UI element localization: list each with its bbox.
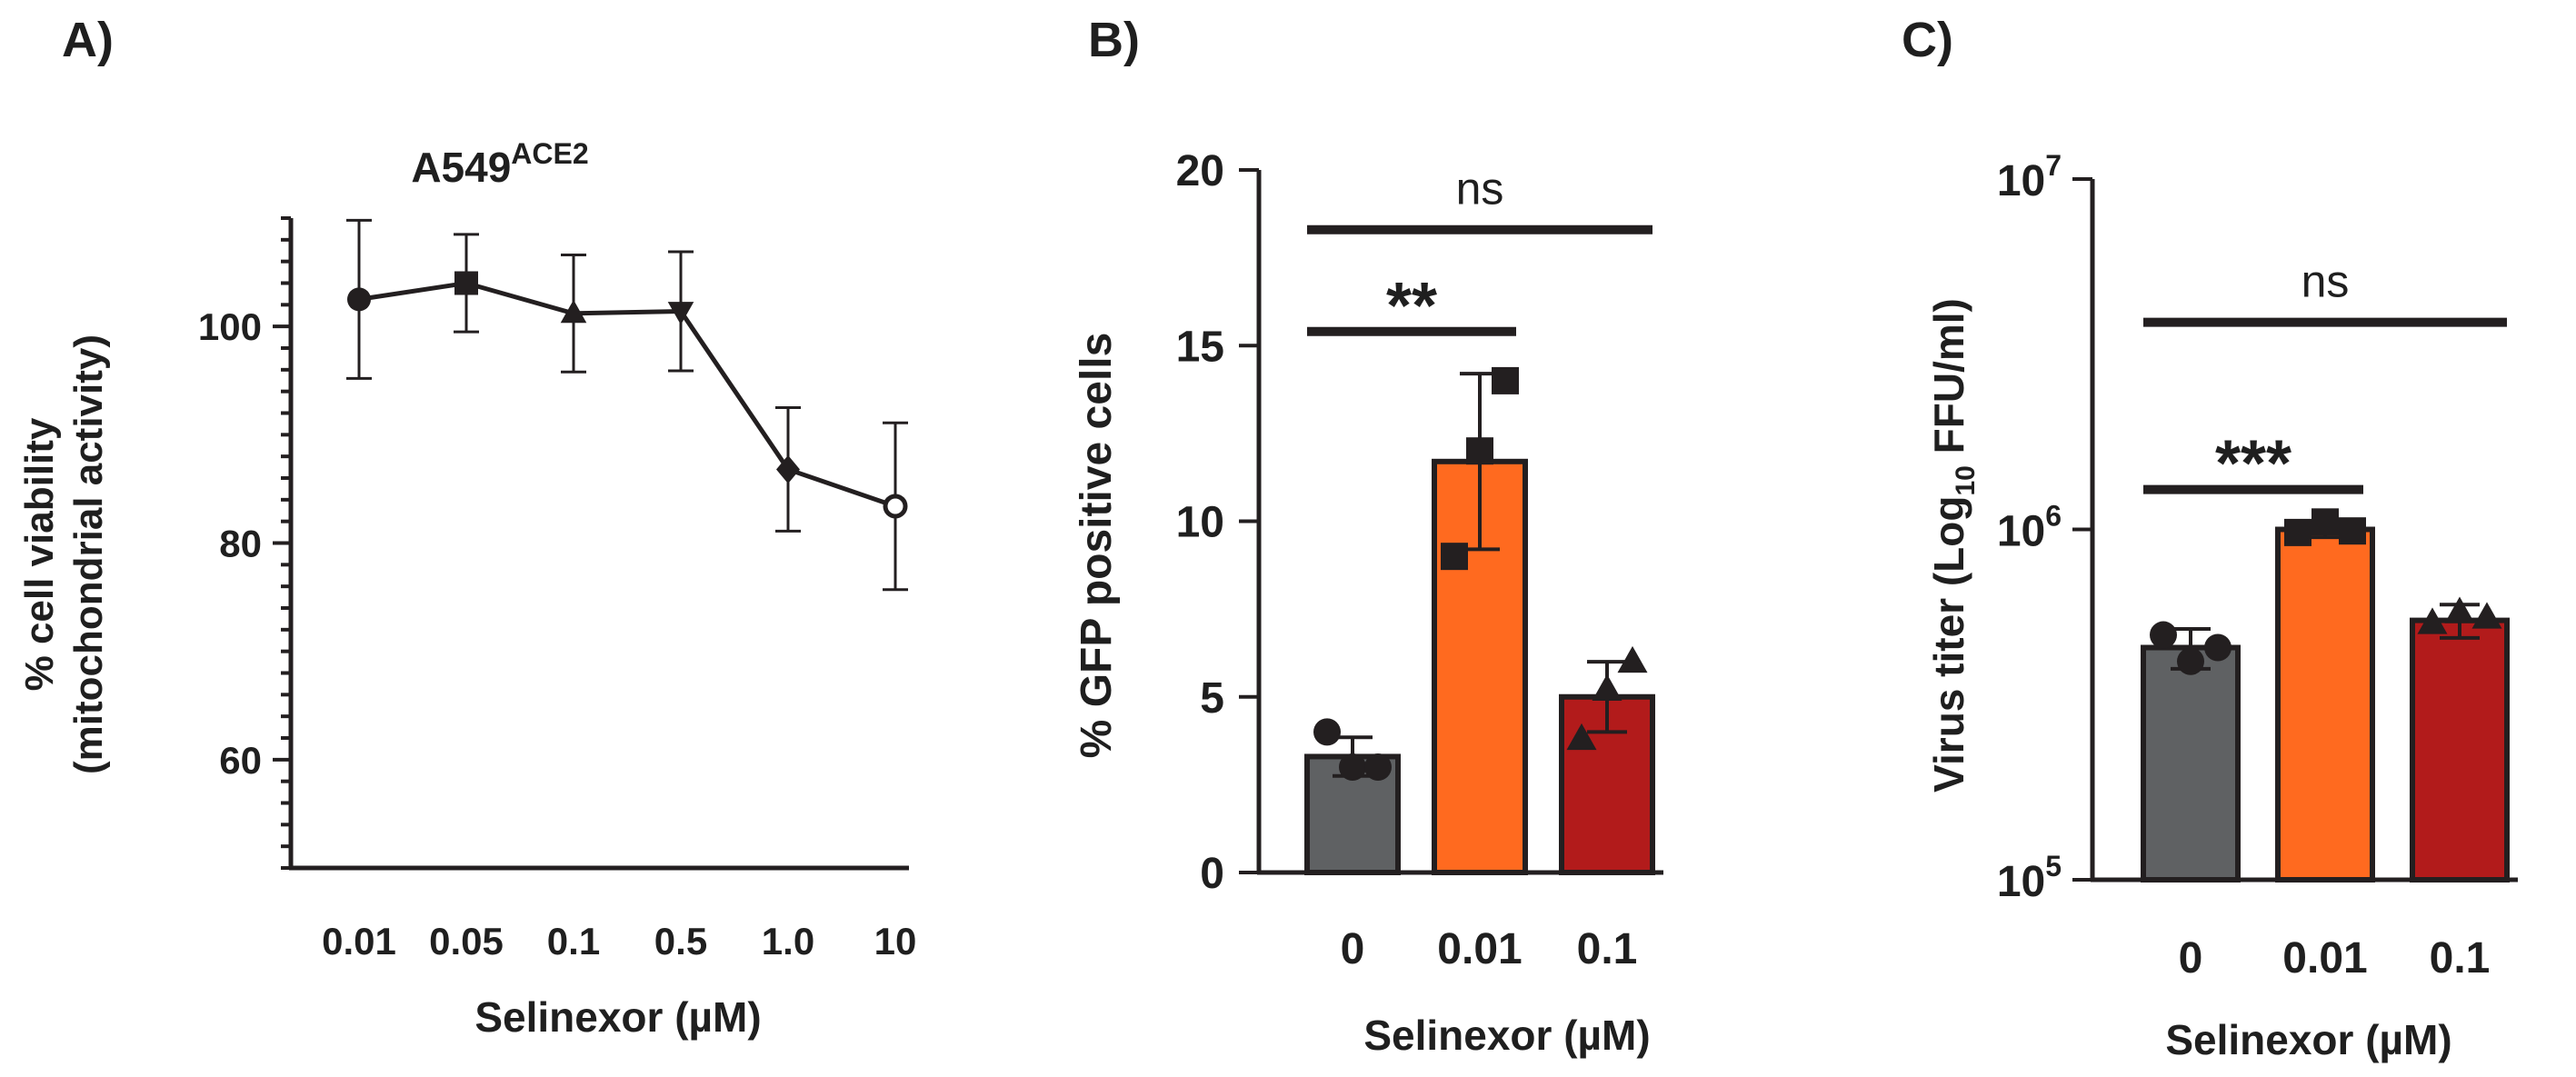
chart-a-point [560, 299, 587, 324]
chart-b-replicate-point [1339, 753, 1366, 782]
chart-c-bar [2410, 617, 2510, 883]
chart-b-y-tick-label: 20 [1176, 147, 1224, 195]
chart-a-point [454, 271, 478, 295]
chart-c-ylabel-sub: 10 [1951, 465, 1981, 495]
chart-a: 60 80 100 0.01 0.05 0.1 0.5 1.0 10 [198, 216, 917, 962]
chart-b-y-tick-label: 5 [1200, 674, 1224, 723]
chart-c-ylabel: Virus titer (Log10 FFU/ml) [1925, 298, 1981, 793]
chart-a-point [347, 287, 371, 312]
chart-a-series-line [358, 280, 896, 509]
chart-c-bar [2275, 526, 2375, 883]
chart-b-significance-label: ns [1456, 164, 1504, 214]
chart-b-replicate-point [1617, 645, 1648, 673]
chart-c-x-tick-label: 0.01 [2282, 934, 2367, 982]
chart-a-ylabel-line1: % cell viability [17, 417, 62, 691]
chart-c-y-tick-exponent: 6 [2045, 500, 2062, 533]
chart-b: 0 5 10 15 20 0 0.01 0.1 ** ns [1176, 147, 1663, 973]
chart-a-point [776, 454, 800, 484]
chart-b-replicate-point [1364, 753, 1392, 782]
chart-b-replicate-point [1566, 723, 1597, 751]
chart-b-x-tick-label: 0 [1341, 925, 1365, 973]
chart-a-x-tick-label: 1.0 [762, 920, 814, 962]
chart-c-significance-label: *** [2215, 428, 2291, 501]
chart-c-ylabel-post: FFU/ml) [1925, 298, 1972, 465]
chart-a-title-sup: ACE2 [511, 137, 588, 170]
chart-c-y-tick-base: 10 [1997, 508, 2045, 556]
chart-c-y-tick-exponent: 7 [2045, 149, 2062, 182]
chart-c-replicate-point [2471, 602, 2502, 629]
chart-c-replicate-point [2444, 596, 2475, 623]
chart-a-y-tick-label: 100 [198, 305, 262, 348]
chart-c-y-tick-label: 107 [1997, 149, 2062, 205]
chart-a-ylabel-line2: (mitochondrial activity) [66, 334, 111, 774]
chart-c-x-tick-label: 0 [2179, 934, 2203, 982]
chart-b-replicate-point [1492, 366, 1519, 394]
chart-b-y-tick-label: 15 [1176, 323, 1224, 371]
panel-label-b: B) [1088, 13, 1140, 67]
chart-c-y-tick-label: 106 [1997, 500, 2062, 556]
chart-a-x-tick-label: 10 [874, 920, 917, 962]
chart-a-xlabel: Selinexor (µM) [474, 993, 761, 1041]
chart-b-replicate-point [1441, 543, 1468, 571]
chart-c-replicate-point [2284, 518, 2311, 546]
chart-c-x-tick-label: 0.1 [2430, 934, 2491, 982]
chart-c-replicate-point [2417, 607, 2448, 634]
chart-b-xlabel: Selinexor (µM) [1363, 1012, 1650, 1059]
chart-a-title-main: A549 [411, 144, 511, 191]
chart-c-replicate-point [2177, 647, 2204, 675]
chart-c-significance-label: ns [2301, 256, 2350, 307]
chart-c-y-tick-base: 10 [1997, 858, 2045, 906]
panel-label-a: A) [62, 13, 114, 67]
chart-c-replicate-point [2339, 517, 2366, 545]
chart-c-y-tick-exponent: 5 [2045, 850, 2062, 883]
chart-b-y-tick-label: 0 [1200, 850, 1224, 898]
chart-c-bar [2141, 644, 2241, 883]
chart-c-replicate-point [2204, 633, 2232, 662]
chart-c-replicate-point [2311, 508, 2339, 536]
chart-b-ylabel: % GFP positive cells [1073, 333, 1121, 759]
chart-a-x-tick-label: 0.01 [322, 920, 396, 962]
chart-a-x-tick-label: 0.1 [547, 920, 600, 962]
chart-b-y-tick-label: 10 [1176, 499, 1224, 547]
chart-b-replicate-point [1313, 718, 1341, 746]
chart-c-y-tick-base: 10 [1997, 157, 2045, 205]
chart-c-xlabel: Selinexor (µM) [2165, 1016, 2451, 1063]
chart-a-y-tick-label: 80 [219, 523, 262, 565]
chart-b-significance-label: ** [1386, 270, 1437, 343]
chart-a-point [667, 302, 694, 325]
chart-b-x-tick-label: 0.01 [1437, 925, 1522, 973]
chart-a-x-tick-label: 0.05 [429, 920, 504, 962]
panel-label-c: C) [1902, 13, 1953, 67]
chart-c-replicate-point [2150, 621, 2177, 649]
chart-b-replicate-point [1592, 673, 1622, 702]
chart-c-ylabel-pre: Virus titer (Log [1925, 496, 1972, 793]
chart-b-x-tick-label: 0.1 [1577, 925, 1638, 973]
chart-b-replicate-point [1466, 437, 1493, 465]
chart-c-y-tick-label: 105 [1997, 850, 2062, 906]
chart-a-x-tick-label: 0.5 [654, 920, 707, 962]
chart-a-point [883, 494, 908, 519]
chart-a-title: A549ACE2 [411, 137, 588, 191]
chart-a-y-tick-label: 60 [219, 739, 262, 782]
